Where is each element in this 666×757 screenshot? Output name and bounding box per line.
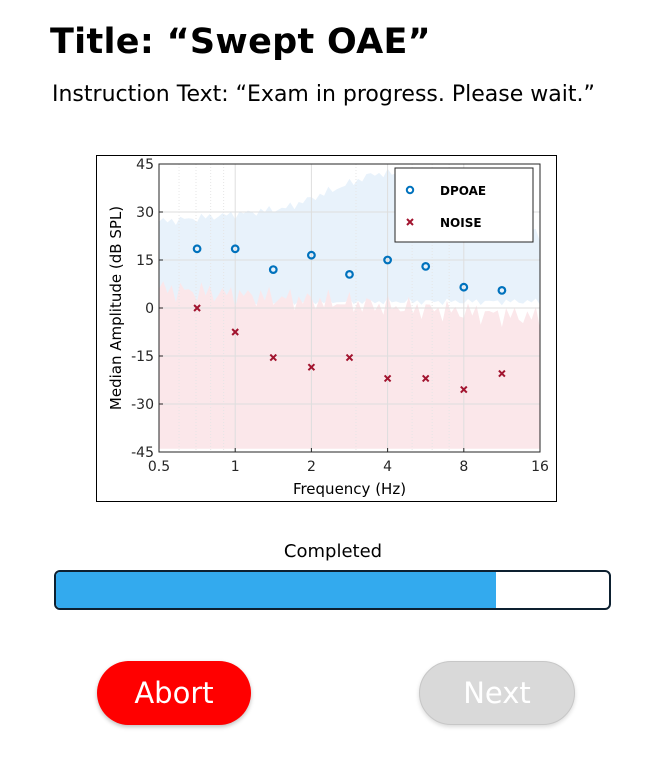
legend-noise-label: NOISE <box>440 216 482 230</box>
noise-point <box>421 374 430 383</box>
chart-svg: 0.5 1 2 4 8 16 45 30 15 0 -15 -30 -45 Frequency (Hz) M… <box>107 157 549 498</box>
y-tick-label: 45 <box>136 157 154 173</box>
x-tick-label: 8 <box>459 459 468 475</box>
x-tick-label: 4 <box>383 459 392 475</box>
x-tick-label: 1 <box>231 459 240 475</box>
dpoae-point <box>230 244 240 254</box>
noise-point <box>307 363 316 371</box>
y-tick-label: 0 <box>145 301 154 317</box>
x-axis-label: Frequency (Hz) <box>293 480 406 498</box>
dpoae-point <box>421 261 431 271</box>
dpoae-point <box>268 265 278 274</box>
dpoae-point <box>345 269 354 279</box>
y-tick-label: -30 <box>131 397 154 413</box>
noise-band <box>159 281 540 449</box>
progress-bar <box>54 570 611 610</box>
noise-point <box>193 304 201 312</box>
y-axis-label: Median Amplitude (dB SPL) <box>107 206 125 410</box>
noise-point <box>231 328 239 336</box>
y-tick-label: 30 <box>136 205 154 221</box>
noise-point <box>383 374 392 383</box>
x-tick-label: 16 <box>531 459 549 475</box>
noise-point <box>498 369 506 378</box>
next-button[interactable]: Next <box>419 661 575 725</box>
noise-point <box>345 353 354 362</box>
progress-fill <box>56 572 496 608</box>
y-tick-label: -15 <box>131 349 154 365</box>
progress-label: Completed <box>283 541 383 562</box>
dpoae-point <box>459 282 469 292</box>
abort-button[interactable]: Abort <box>97 661 251 725</box>
y-tick-label: -45 <box>131 445 154 461</box>
instruction-text: Instruction Text: “Exam in progress. Ple… <box>52 82 595 107</box>
dpoae-point <box>497 285 507 295</box>
noise-point <box>269 353 277 362</box>
page-title: Title: “Swept OAE” <box>50 22 431 62</box>
y-tick-label: 15 <box>136 253 154 269</box>
legend-dpoae-label: DPOAE <box>440 184 486 198</box>
legend-noise-marker <box>406 218 414 226</box>
dpoae-point <box>192 244 202 254</box>
x-tick-label: 2 <box>307 459 316 475</box>
legend-dpoae-marker <box>405 185 415 195</box>
dpoae-point <box>306 250 316 260</box>
noise-point <box>460 385 468 394</box>
x-tick-label: 0.5 <box>148 459 170 475</box>
oae-chart: 0.5 1 2 4 8 16 45 30 15 0 -15 -30 -45 Frequency (Hz) M… <box>96 155 557 502</box>
chart-legend <box>394 167 534 243</box>
dpoae-point <box>383 255 393 265</box>
